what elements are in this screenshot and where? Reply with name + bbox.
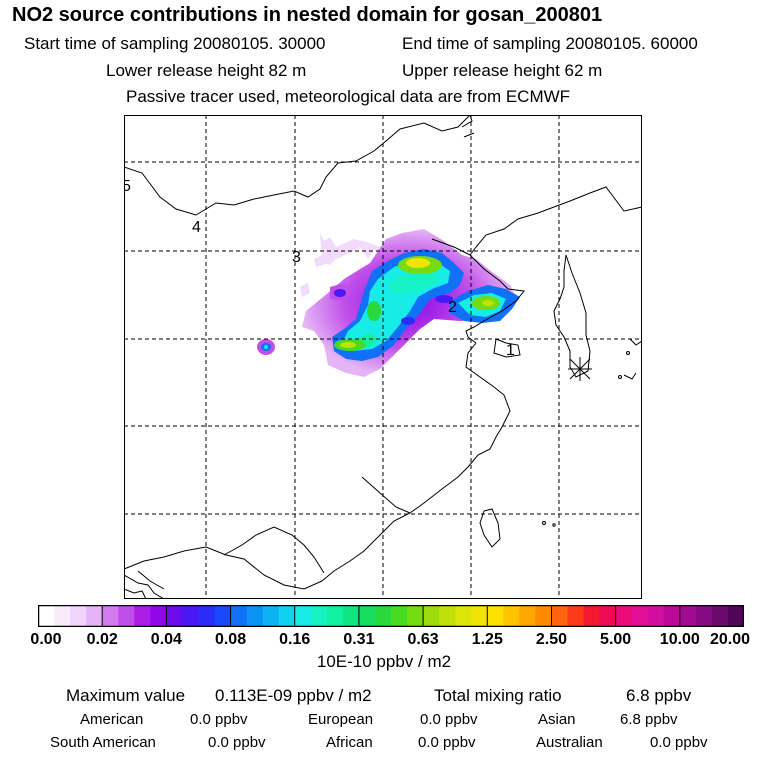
colorbar-swatch [503, 605, 520, 627]
colorbar-tick-label: 0.02 [86, 631, 118, 648]
colorbar-swatch [535, 605, 553, 627]
region-name: American [80, 711, 144, 728]
colorbar-swatch [262, 605, 280, 627]
colorbar-tick-label: 2.50 [535, 631, 568, 648]
tracer-note: Passive tracer used, meteorological data… [126, 87, 571, 106]
marker-4: 4 [192, 219, 201, 236]
colorbar-swatch [214, 605, 232, 627]
colorbar-units: 10E-10 ppbv / m2 [316, 652, 452, 671]
colorbar-tick-label: 0.04 [150, 631, 182, 648]
graticule [124, 115, 642, 599]
colorbar-tick-label: 0.16 [279, 631, 311, 648]
region-value: 0.0 ppbv [208, 734, 266, 751]
colorbar-swatch [86, 605, 103, 627]
colorbar-swatch [70, 605, 87, 627]
colorbar-swatch [150, 605, 167, 627]
plot-title: NO2 source contributions in nested domai… [12, 4, 603, 26]
region-value: 6.8 ppbv [620, 711, 678, 728]
end-time-label: End time of sampling 20080105. 60000 [402, 34, 698, 53]
colorbar-swatch [407, 605, 424, 627]
colorbar-tick-label: 0.08 [214, 631, 247, 648]
colorbar-swatch [471, 605, 488, 627]
colorbar-swatch [679, 605, 697, 627]
region-value: 0.0 ppbv [420, 711, 478, 728]
concentration-plume [257, 229, 520, 377]
colorbar-swatch [519, 605, 537, 627]
max-value: 0.113E-09 ppbv / m2 [215, 686, 372, 705]
colorbar-swatch [374, 605, 392, 627]
colorbar-swatch [599, 605, 617, 627]
lower-release-height-label: Lower release height 82 m [106, 61, 307, 80]
colorbar-tick-label: 10.00 [659, 631, 700, 648]
start-time-label: Start time of sampling 20080105. 30000 [24, 34, 326, 53]
total-mixing-label: Total mixing ratio [434, 686, 562, 705]
colorbar-tick-label: 0.00 [30, 631, 62, 648]
colorbar-tick-label: 1.25 [471, 631, 503, 648]
colorbar-tick-label: 5.00 [600, 631, 632, 648]
colorbar-swatch [182, 605, 200, 627]
marker-2: 2 [448, 299, 457, 316]
colorbar-swatch [583, 605, 601, 627]
colorbar-swatch [455, 605, 472, 627]
colorbar-swatch [615, 605, 633, 627]
star-receptor-icon [568, 357, 592, 381]
colorbar-swatch [326, 605, 344, 627]
total-mixing-value: 6.8 ppbv [626, 686, 692, 705]
marker-1: 1 [506, 342, 515, 359]
marker-3: 3 [292, 249, 301, 266]
marker-5: 5 [124, 178, 131, 195]
colorbar-swatch [727, 605, 744, 627]
colorbar-swatch [166, 605, 184, 627]
colorbar-swatch [663, 605, 681, 627]
max-value-label: Maximum value [66, 686, 186, 705]
colorbar-tick-label: 0.63 [407, 631, 439, 648]
region-name: African [326, 734, 373, 751]
colorbar-swatch [567, 605, 585, 627]
colorbar-swatch [711, 605, 729, 627]
region-value: 0.0 ppbv [190, 711, 248, 728]
colorbar-tick-label: 0.31 [343, 631, 375, 648]
colorbar-swatch [358, 605, 376, 627]
region-name: South American [50, 734, 156, 751]
colorbar-swatch [439, 605, 456, 627]
region-name: Australian [536, 734, 603, 751]
colorbar-swatch [230, 605, 248, 627]
colorbar-swatch [391, 605, 408, 627]
colorbar-swatch [246, 605, 264, 627]
colorbar [38, 605, 744, 627]
colorbar-swatch [487, 605, 504, 627]
region-name: European [308, 711, 374, 728]
colorbar-swatch [342, 605, 360, 627]
colorbar-swatch [54, 605, 71, 627]
colorbar-swatch [294, 605, 312, 627]
colorbar-swatch [695, 605, 713, 627]
colorbar-swatch [102, 605, 119, 627]
colorbar-tick-label: 20.00 [709, 631, 751, 648]
region-value: 0.0 ppbv [418, 734, 476, 751]
colorbar-swatch [38, 605, 55, 627]
colorbar-swatch [278, 605, 296, 627]
colorbar-swatch [647, 605, 665, 627]
colorbar-swatch [423, 605, 440, 627]
colorbar-swatch [198, 605, 216, 627]
colorbar-swatch [118, 605, 135, 627]
upper-release-height-label: Upper release height 62 m [402, 61, 603, 80]
colorbar-swatch [551, 605, 569, 627]
region-value: 0.0 ppbv [650, 734, 708, 751]
colorbar-swatch [631, 605, 649, 627]
colorbar-swatch [310, 605, 328, 627]
region-name: Asian [538, 711, 576, 728]
map-panel: 1 2 3 4 5 [124, 115, 642, 599]
colorbar-swatch [134, 605, 151, 627]
